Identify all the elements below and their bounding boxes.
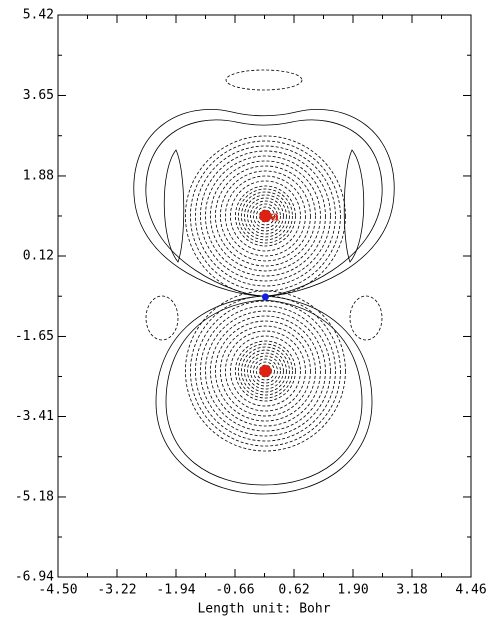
contour bbox=[238, 188, 293, 244]
contour bbox=[195, 300, 336, 442]
contour bbox=[220, 170, 311, 262]
contour bbox=[253, 203, 278, 229]
contour bbox=[145, 295, 179, 341]
atom bbox=[259, 209, 272, 222]
contour bbox=[185, 290, 346, 452]
y-tick-label: -3.41 bbox=[15, 409, 54, 424]
contour bbox=[247, 197, 284, 235]
contour bbox=[133, 109, 395, 297]
contour bbox=[155, 295, 373, 495]
y-tick-label: -6.94 bbox=[15, 570, 54, 585]
contour bbox=[250, 355, 281, 387]
contour bbox=[256, 361, 275, 381]
contour bbox=[238, 343, 293, 399]
y-tick-label: -5.18 bbox=[15, 489, 54, 504]
contour bbox=[253, 358, 278, 384]
y-tick-label: 1.88 bbox=[23, 168, 54, 183]
contour bbox=[343, 149, 365, 263]
contour bbox=[215, 165, 316, 267]
y-tick-label: 0.12 bbox=[23, 248, 54, 263]
contour bbox=[235, 185, 296, 247]
contour bbox=[230, 335, 301, 407]
contour bbox=[210, 315, 321, 427]
y-tick-label: 3.65 bbox=[23, 88, 54, 103]
atom-label: Ca bbox=[260, 209, 279, 224]
contour bbox=[210, 160, 321, 272]
x-tick-label: -0.66 bbox=[215, 583, 254, 598]
contour bbox=[220, 325, 311, 417]
contour bbox=[241, 191, 290, 241]
y-tick-label: 5.42 bbox=[23, 8, 54, 23]
contour bbox=[200, 305, 331, 437]
atom bbox=[259, 365, 272, 378]
contour bbox=[165, 299, 363, 486]
contour bbox=[244, 349, 287, 393]
x-tick-label: 1.90 bbox=[337, 583, 368, 598]
contour-lines bbox=[133, 69, 395, 495]
contour bbox=[250, 200, 281, 232]
x-tick-label: -4.50 bbox=[38, 583, 77, 598]
x-axis-label: Length unit: Bohr bbox=[197, 602, 330, 617]
x-tick-label: -1.94 bbox=[156, 583, 195, 598]
atom-label: C bbox=[260, 365, 270, 380]
contour bbox=[225, 330, 306, 412]
contour bbox=[225, 175, 306, 257]
x-tick-label: -3.22 bbox=[97, 583, 136, 598]
x-tick-label: 3.18 bbox=[396, 583, 427, 598]
contour bbox=[225, 69, 303, 91]
contour bbox=[230, 180, 301, 252]
contour bbox=[215, 320, 316, 422]
contour bbox=[349, 295, 383, 341]
x-tick-label: 4.46 bbox=[455, 583, 486, 598]
contour bbox=[163, 149, 185, 263]
y-tick-label: -1.65 bbox=[15, 329, 54, 344]
contour bbox=[205, 155, 326, 277]
contour bbox=[244, 194, 287, 238]
contour bbox=[200, 150, 331, 282]
contour bbox=[256, 206, 275, 226]
contour bbox=[145, 119, 383, 297]
x-tick-label: 0.62 bbox=[278, 583, 309, 598]
contour bbox=[241, 346, 290, 396]
contour bbox=[235, 340, 296, 402]
contour bbox=[247, 352, 284, 390]
contour bbox=[205, 310, 326, 432]
critical-point bbox=[261, 293, 269, 301]
